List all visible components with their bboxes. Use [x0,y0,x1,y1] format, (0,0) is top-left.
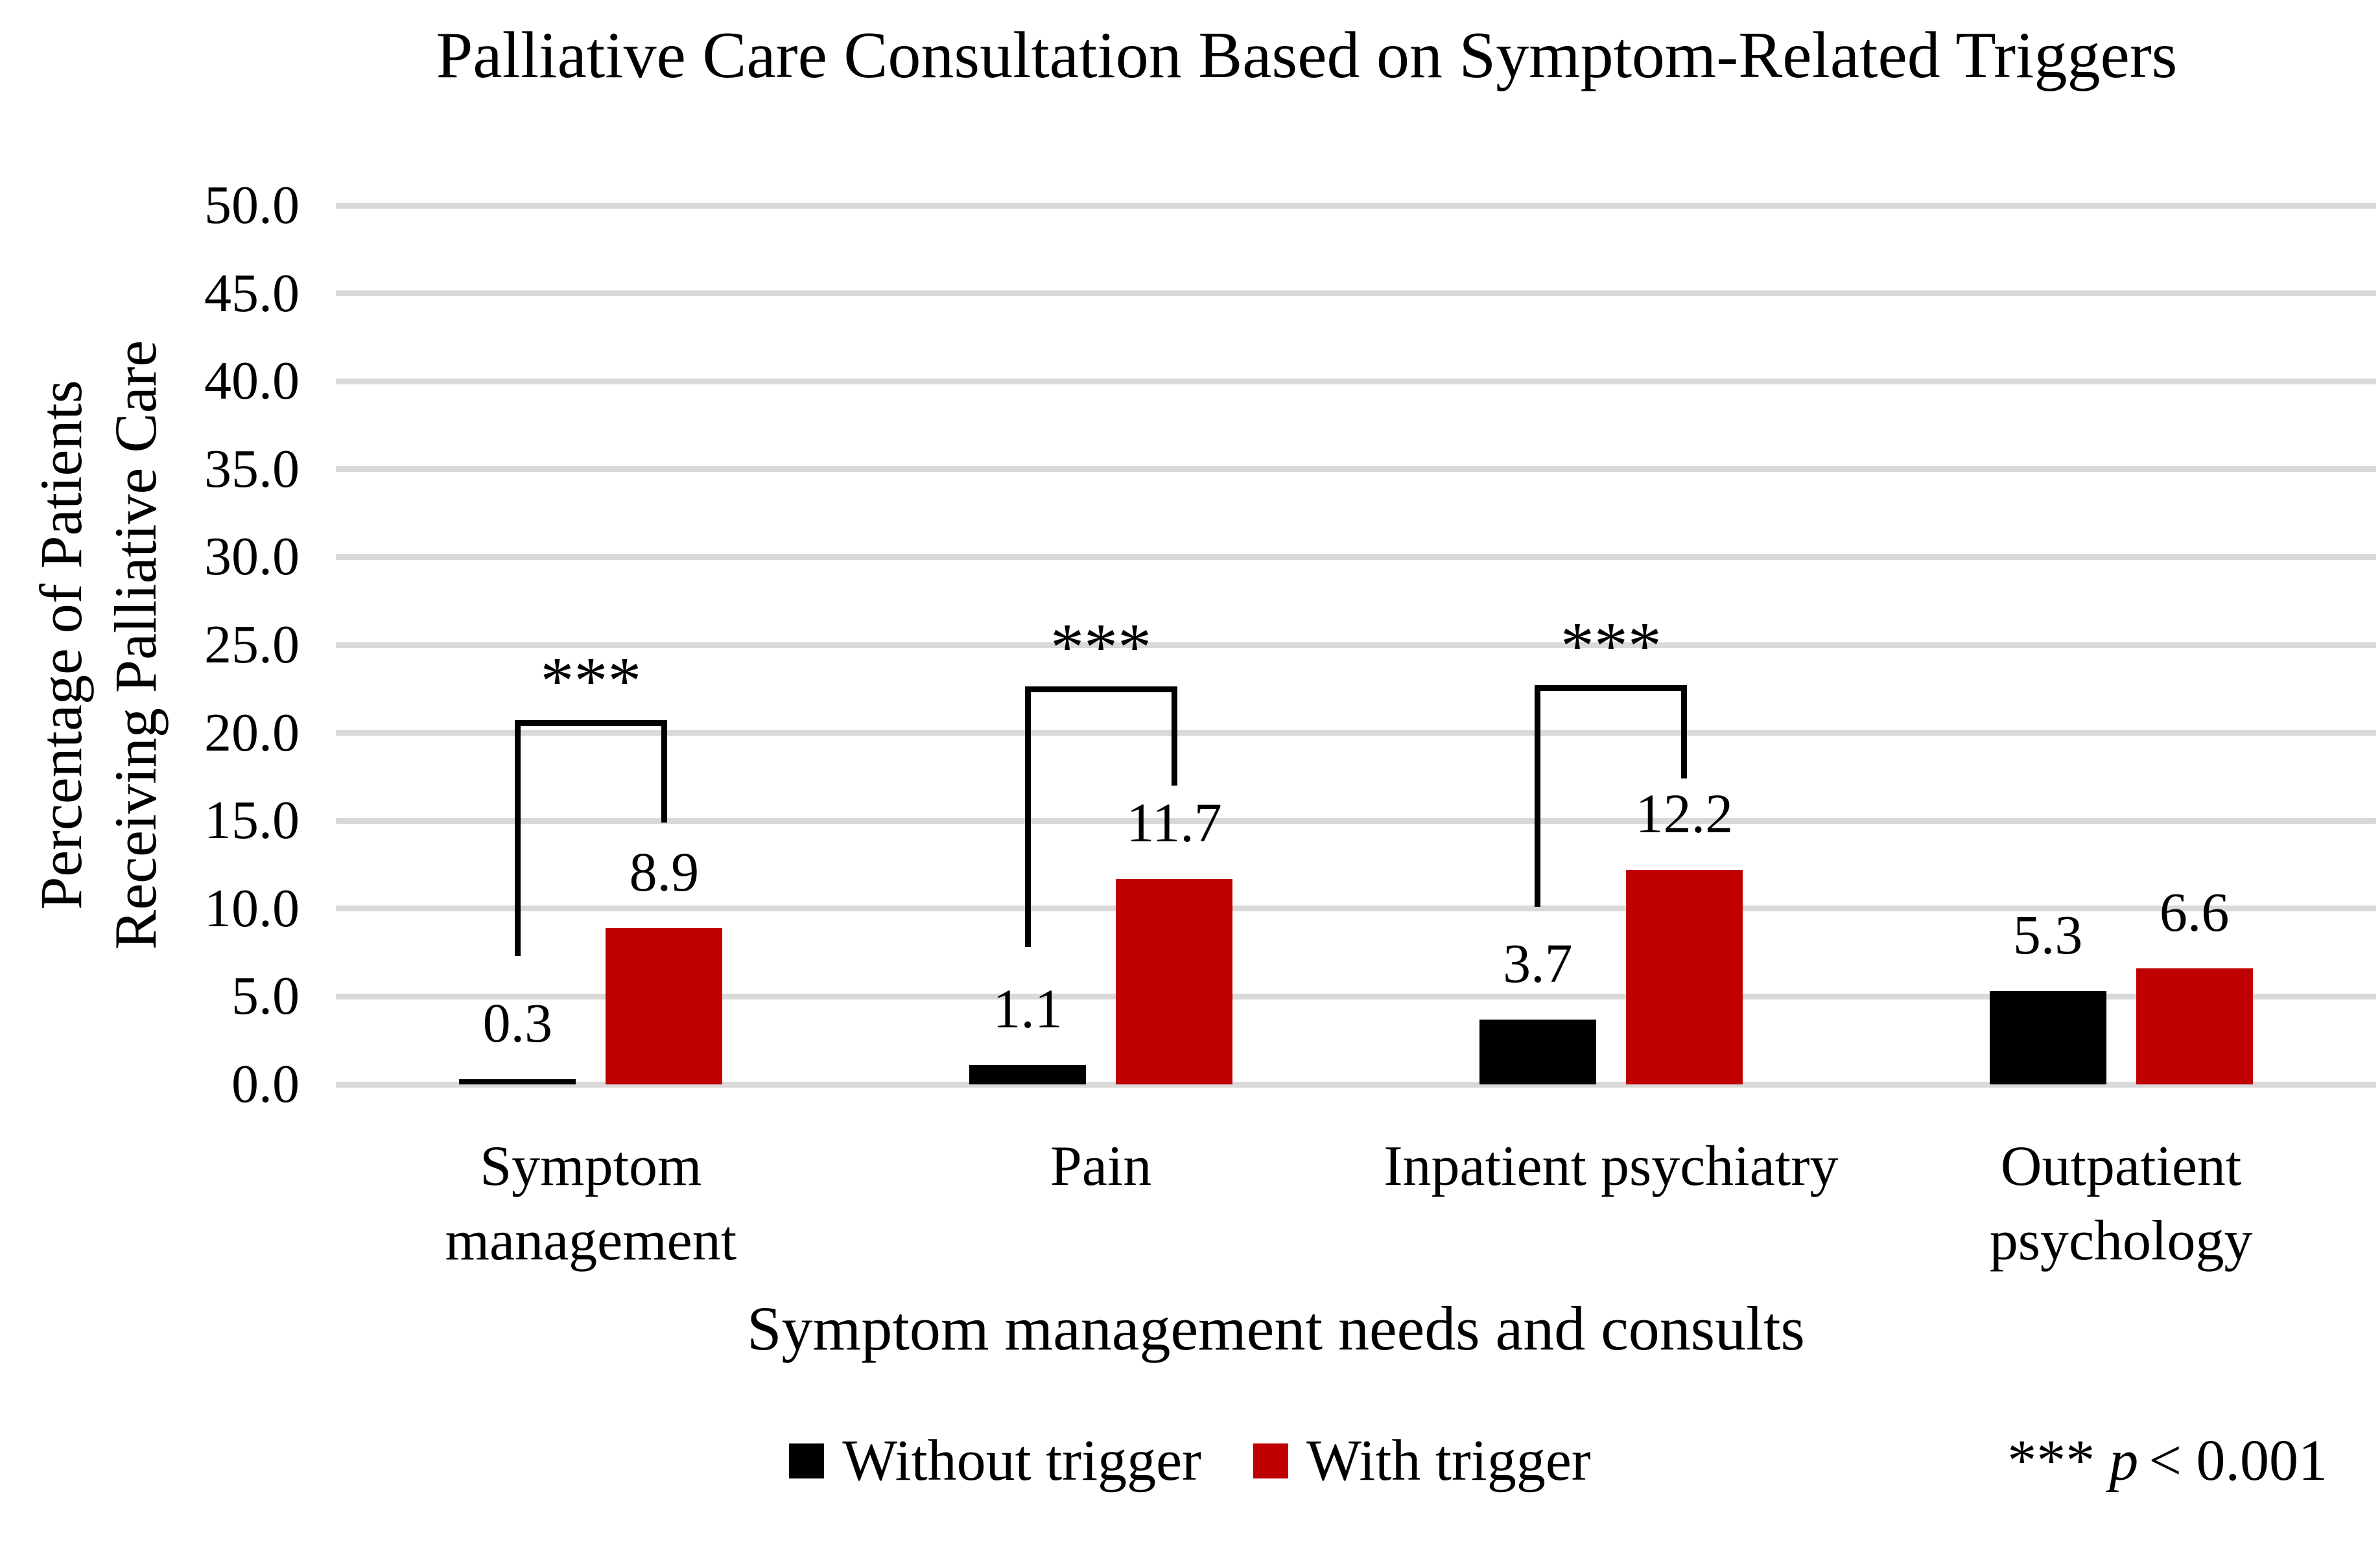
legend-item-without-trigger: Without trigger [789,1423,1201,1498]
legend-swatch-without-trigger-icon [789,1443,825,1478]
bar-value-label: 1.1 [993,977,1063,1040]
y-tick-label-35.0: 35.0 [204,438,300,499]
gridline-50.0 [336,202,2376,209]
bar-value-label: 5.3 [2012,904,2083,966]
significance-bracket-left-arm [1535,684,1541,907]
legend: Without trigger With trigger [0,1423,2380,1498]
significance-bracket-right-arm [1171,686,1177,786]
footnote-stars: *** [2007,1429,2095,1493]
gridline-20.0 [336,730,2376,736]
y-tick-label-25.0: 25.0 [204,614,300,675]
bar-with-trigger-1 [606,928,723,1084]
bar-with-trigger-2 [1116,878,1233,1084]
y-tick-label-10.0: 10.0 [204,878,300,939]
bar-without-trigger-1 [459,1079,576,1084]
gridline-25.0 [336,642,2376,648]
legend-label-without-trigger: Without trigger [842,1429,1201,1493]
significance-stars: *** [1560,608,1662,683]
y-tick-label-40.0: 40.0 [204,351,300,412]
gridline-0.0 [336,1081,2376,1088]
bar-value-label: 11.7 [1126,791,1222,854]
y-tick-label-5.0: 5.0 [231,966,300,1027]
legend-swatch-with-trigger-icon [1253,1443,1288,1478]
gridline-45.0 [336,290,2376,297]
y-tick-label-45.0: 45.0 [204,263,300,323]
bar-value-label: 3.7 [1503,931,1573,994]
y-tick-label-20.0: 20.0 [204,702,300,763]
gridline-10.0 [336,905,2376,912]
legend-label-with-trigger: With trigger [1306,1429,1591,1493]
bar-without-trigger-2 [969,1065,1087,1084]
x-category-label-line: Symptom [480,1135,702,1198]
gridline-15.0 [336,817,2376,824]
significance-stars: *** [540,643,642,718]
x-category-label-line: Outpatient [2000,1135,2242,1198]
significance-bracket-top [1535,684,1688,691]
y-tick-label-0.0: 0.0 [231,1054,300,1114]
significance-bracket-left-arm [514,719,521,957]
x-category-label-line: psychology [1989,1209,2253,1272]
x-category-label-line: Pain [1050,1135,1152,1198]
x-category-label-3: Inpatient psychiatry [1319,1129,1903,1204]
significance-stars: *** [1050,610,1152,685]
bar-without-trigger-4 [1989,991,2106,1084]
bar-value-label: 12.2 [1635,782,1734,845]
x-category-label-2: Pain [809,1129,1393,1204]
gridline-30.0 [336,554,2376,560]
x-category-label-line: management [445,1209,737,1272]
gridline-35.0 [336,466,2376,473]
x-axis-title: Symptom management needs and consults [747,1294,1805,1363]
bar-value-label: 0.3 [482,991,553,1054]
significance-bracket-top [514,719,667,726]
footnote-threshold: < 0.001 [2149,1429,2327,1493]
y-tick-label-50.0: 50.0 [204,175,300,235]
significance-bracket-left-arm [1024,686,1031,948]
x-category-label-4: Outpatient psychology [1830,1129,2380,1278]
significance-bracket-top [1024,686,1177,693]
gridline-5.0 [336,993,2376,999]
legend-item-with-trigger: With trigger [1253,1423,1591,1498]
footnote-p-symbol: p [2109,1429,2139,1493]
bar-without-trigger-3 [1479,1019,1596,1084]
y-tick-label-15.0: 15.0 [204,790,300,851]
y-tick-label-30.0: 30.0 [204,526,300,587]
bar-value-label: 8.9 [629,840,700,903]
chart-title: Palliative Care Consultation Based on Sy… [436,19,2178,92]
x-category-label-line: Inpatient psychiatry [1384,1135,1839,1198]
significance-bracket-right-arm [661,719,667,823]
bar-with-trigger-3 [1625,870,1743,1084]
gridline-40.0 [336,378,2376,384]
bar-with-trigger-4 [2136,968,2253,1084]
significance-footnote: *** p < 0.001 [1828,1423,2327,1498]
bar-value-label: 6.6 [2159,881,2230,943]
significance-bracket-right-arm [1681,684,1688,779]
x-category-label-1: Symptom management [299,1129,882,1278]
